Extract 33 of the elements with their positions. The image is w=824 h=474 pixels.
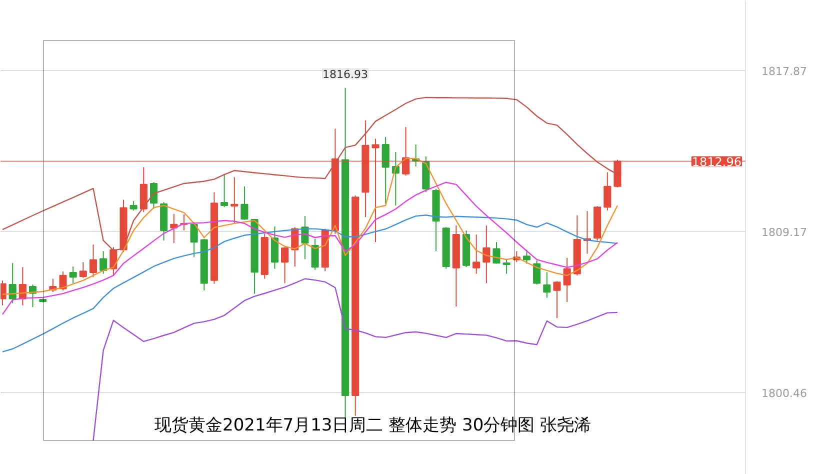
candlestick (543, 272, 551, 298)
candlestick (533, 260, 541, 285)
candlestick (604, 172, 612, 211)
candlestick (150, 182, 158, 210)
ref-line-label: 1812.96 (692, 154, 742, 169)
line-series (2, 182, 618, 316)
y-tick-label: 1817.87 (762, 64, 807, 78)
candlestick (130, 200, 138, 211)
candlestick (79, 262, 87, 278)
y-tick-label: 1809.17 (762, 226, 807, 239)
candlestick (89, 244, 98, 278)
candlestick (553, 280, 561, 319)
line-series (92, 278, 618, 442)
candlestick (522, 249, 531, 264)
candlestick (59, 271, 67, 291)
candlestick (8, 262, 16, 304)
candlestick (230, 176, 238, 224)
y-tick-label: 1800.46 (762, 387, 807, 400)
candlestick (472, 234, 480, 274)
candlestick (281, 246, 289, 284)
candlestick (190, 222, 198, 258)
candlestick (382, 136, 390, 204)
candlestick (69, 266, 77, 284)
candlestick (311, 238, 319, 270)
candlestick (240, 186, 248, 220)
candlestick (563, 257, 571, 303)
text: 现货黄金2021年7月13日周二 整体走势 30分钟图 张尧浠 (154, 416, 592, 436)
candlestick (492, 242, 500, 264)
candlestick (502, 258, 510, 274)
line-series (2, 214, 618, 352)
candlestick (220, 173, 228, 208)
annotation: 1816.93 (322, 68, 368, 81)
candlestick (100, 250, 108, 274)
